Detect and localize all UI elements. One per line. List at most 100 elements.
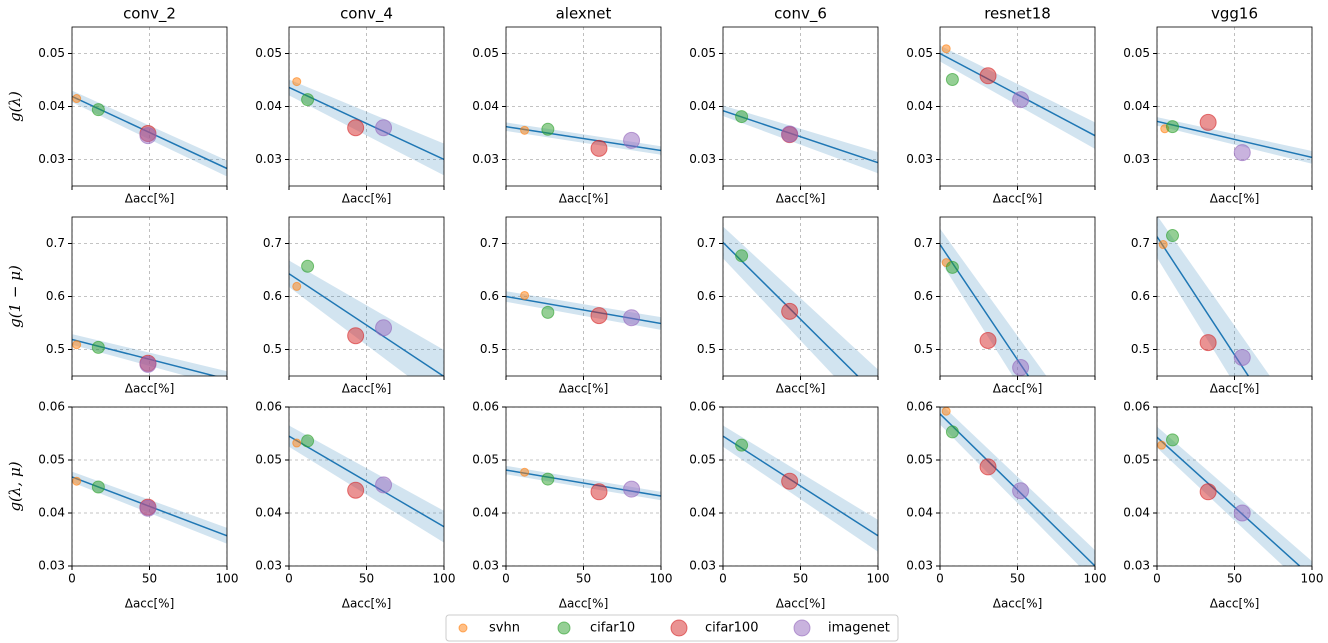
subplot-title: vgg16 xyxy=(1211,5,1258,23)
x-axis-label: Δacc[%] xyxy=(776,597,826,611)
x-axis-label: Δacc[%] xyxy=(993,382,1043,396)
subplot xyxy=(723,407,878,566)
y-tick-label: 0.04 xyxy=(472,99,499,113)
confidence-band xyxy=(723,105,878,174)
point xyxy=(590,307,608,325)
point xyxy=(520,467,530,477)
y-tick-label: 0.7 xyxy=(1131,236,1150,250)
legend-label: imagenet xyxy=(828,621,890,636)
point xyxy=(292,438,302,448)
subplot-title: alexnet xyxy=(556,5,612,23)
y-tick-label: 0.6 xyxy=(1131,289,1150,303)
point xyxy=(781,302,799,320)
point xyxy=(347,481,365,499)
y-tick-label: 0.03 xyxy=(689,152,716,166)
y-tick-label: 0.05 xyxy=(472,453,499,467)
point xyxy=(623,480,641,498)
y-tick-label: 0.04 xyxy=(255,506,282,520)
point xyxy=(1166,120,1179,134)
point xyxy=(781,125,799,143)
fit-line xyxy=(723,110,878,164)
x-axis-label: Δacc[%] xyxy=(776,382,826,396)
x-axis-label: Δacc[%] xyxy=(993,597,1043,611)
subplot-title: conv_4 xyxy=(340,5,393,24)
point xyxy=(590,139,608,157)
y-tick-label: 0.06 xyxy=(906,400,933,414)
y-tick-label: 0.7 xyxy=(914,236,933,250)
subplot xyxy=(289,27,444,186)
point xyxy=(1233,144,1251,162)
point xyxy=(91,340,105,354)
y-tick-label: 0.7 xyxy=(46,236,65,250)
point xyxy=(520,290,530,300)
subplot xyxy=(723,217,878,376)
point xyxy=(541,122,555,136)
point xyxy=(1199,113,1217,131)
point xyxy=(541,472,555,486)
point xyxy=(520,125,530,135)
point xyxy=(301,93,315,107)
y-tick-label: 0.05 xyxy=(38,453,65,467)
y-tick-label: 0.05 xyxy=(255,46,282,60)
y-tick-label: 0.04 xyxy=(1123,506,1150,520)
point xyxy=(945,425,959,439)
y-tick-label: 0.5 xyxy=(697,342,716,356)
point xyxy=(541,305,555,319)
subplot xyxy=(506,27,661,186)
subplot xyxy=(1157,407,1312,566)
confidence-band xyxy=(1157,426,1312,566)
x-axis-label: Δacc[%] xyxy=(776,192,826,206)
point xyxy=(735,438,749,452)
point xyxy=(72,340,82,350)
subplot xyxy=(289,407,444,566)
fit-line xyxy=(289,273,444,376)
y-tick-label: 0.06 xyxy=(1123,400,1150,414)
point xyxy=(941,406,951,416)
point xyxy=(301,434,315,448)
point xyxy=(91,480,105,494)
fit-line xyxy=(289,435,444,528)
y-axis-label: g(λ) xyxy=(6,91,24,122)
confidence-band xyxy=(289,260,444,376)
y-tick-label: 0.03 xyxy=(38,559,65,573)
point xyxy=(945,72,959,86)
point xyxy=(375,119,393,137)
x-tick-label: 50 xyxy=(359,572,374,586)
point xyxy=(1012,482,1030,500)
legend-marker xyxy=(793,619,811,637)
point xyxy=(590,483,608,501)
y-tick-label: 0.5 xyxy=(1131,342,1150,356)
x-tick-label: 0 xyxy=(719,572,727,586)
subplot-title: conv_2 xyxy=(123,5,176,24)
y-tick-label: 0.5 xyxy=(46,342,65,356)
point xyxy=(945,260,959,274)
subplot xyxy=(723,27,878,186)
point xyxy=(623,131,641,149)
y-tick-label: 0.06 xyxy=(472,400,499,414)
legend-marker xyxy=(557,621,571,635)
legend-marker xyxy=(458,623,468,633)
x-tick-label: 100 xyxy=(1084,572,1107,586)
point xyxy=(72,94,82,104)
point xyxy=(623,309,641,327)
point xyxy=(139,499,157,517)
legend-marker xyxy=(670,619,688,637)
y-tick-label: 0.03 xyxy=(255,559,282,573)
y-tick-label: 0.03 xyxy=(1123,152,1150,166)
legend-label: cifar10 xyxy=(590,621,635,636)
point xyxy=(979,331,997,349)
point xyxy=(72,476,82,486)
y-tick-label: 0.5 xyxy=(263,342,282,356)
point xyxy=(375,319,393,337)
legend-label: cifar100 xyxy=(705,621,758,636)
x-axis-label: Δacc[%] xyxy=(559,597,609,611)
x-tick-label: 0 xyxy=(502,572,510,586)
subplot xyxy=(1157,27,1312,186)
y-tick-label: 0.04 xyxy=(906,99,933,113)
y-tick-label: 0.7 xyxy=(263,236,282,250)
y-tick-label: 0.04 xyxy=(38,99,65,113)
y-tick-label: 0.04 xyxy=(472,506,499,520)
x-axis-label: Δacc[%] xyxy=(342,382,392,396)
x-tick-label: 50 xyxy=(576,572,591,586)
